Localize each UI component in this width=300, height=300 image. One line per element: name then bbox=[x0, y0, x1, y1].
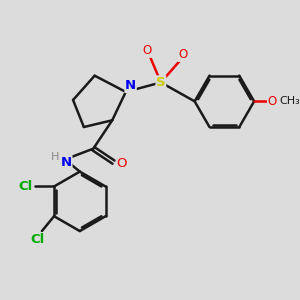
Text: O: O bbox=[116, 157, 127, 170]
Text: O: O bbox=[143, 44, 152, 57]
Text: H: H bbox=[51, 152, 60, 162]
Text: O: O bbox=[178, 48, 187, 62]
Text: N: N bbox=[125, 80, 136, 92]
Text: CH₃: CH₃ bbox=[280, 96, 300, 106]
Text: O: O bbox=[268, 95, 277, 108]
Text: N: N bbox=[61, 156, 72, 169]
Text: S: S bbox=[156, 76, 166, 89]
Text: Cl: Cl bbox=[31, 233, 45, 246]
Text: Cl: Cl bbox=[19, 180, 33, 193]
